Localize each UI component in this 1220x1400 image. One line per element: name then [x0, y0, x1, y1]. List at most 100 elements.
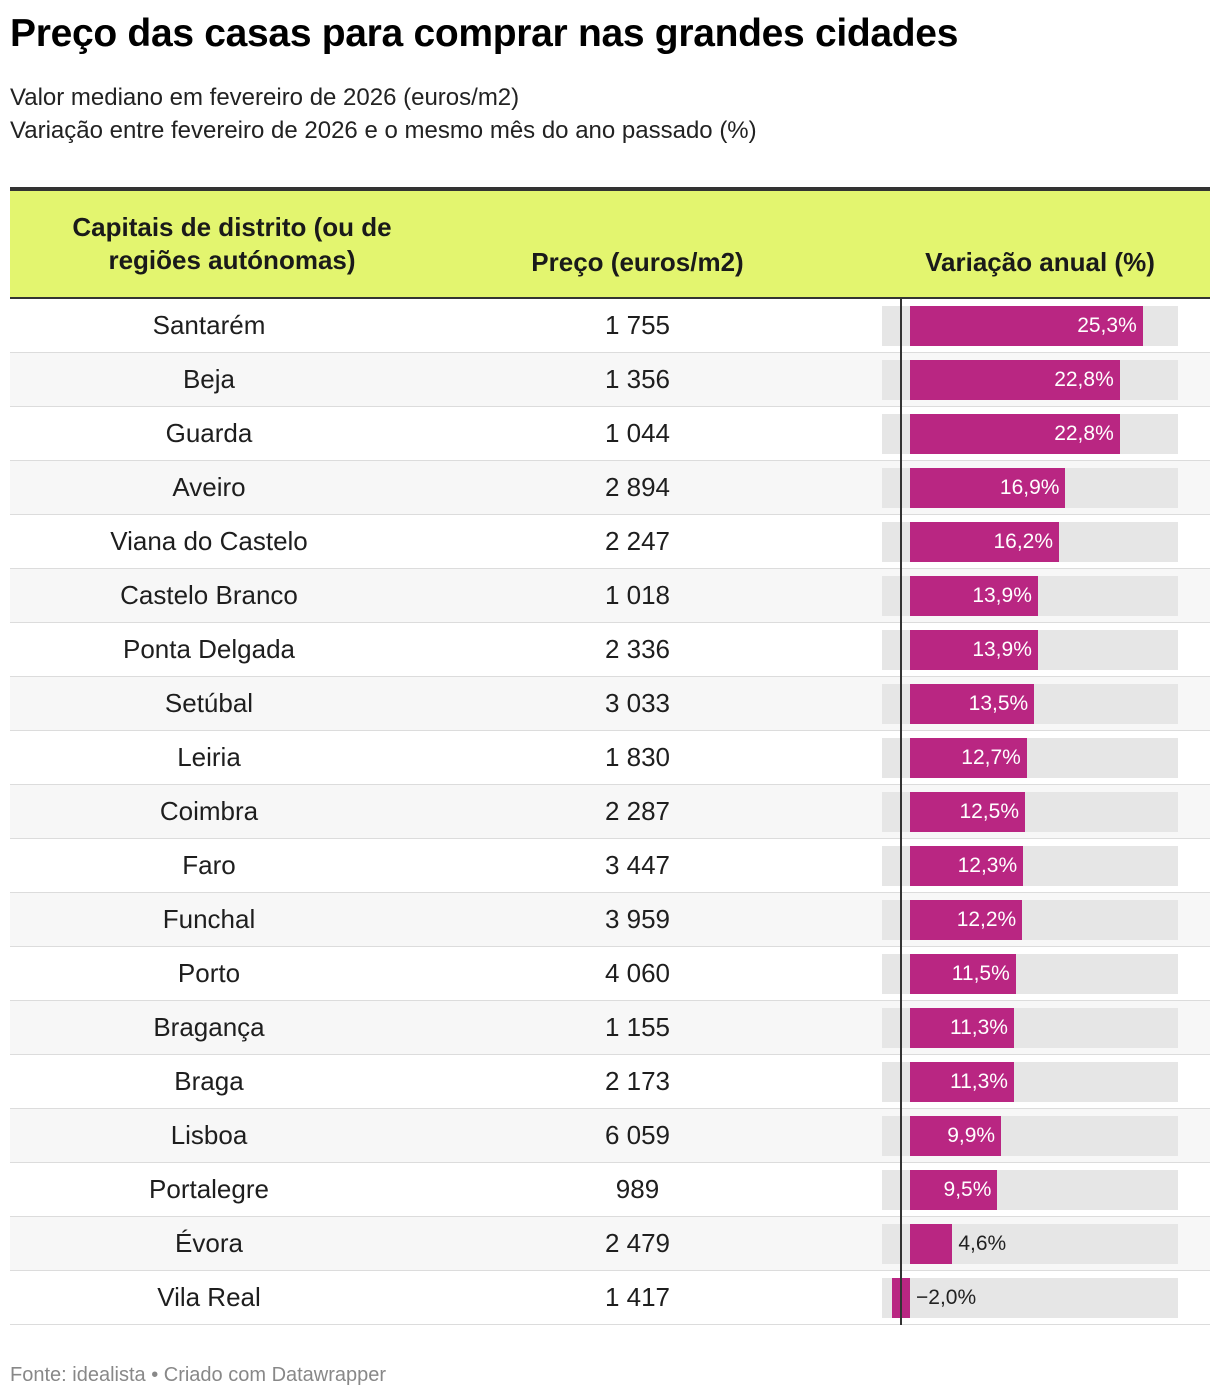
variation-bar	[910, 630, 1038, 670]
column-header-city[interactable]: Capitais de distrito (ou de regiões autó…	[72, 212, 392, 275]
variation-bar-track: 12,7%	[882, 738, 1178, 778]
variation-label: 9,5%	[943, 1178, 992, 1201]
city-cell: Lisboa	[170, 1120, 248, 1150]
variation-bar	[910, 1116, 1002, 1156]
price-cell: 2 336	[604, 634, 671, 664]
table-row: Setúbal 3 033 13,5%	[10, 677, 1210, 731]
price-cell: 2 287	[604, 796, 671, 826]
price-cell: 1 830	[604, 742, 671, 772]
price-cell: 1 417	[604, 1282, 671, 1312]
variation-bar	[910, 1008, 1014, 1048]
variation-bar	[910, 360, 1120, 400]
price-cell: 2 479	[604, 1228, 671, 1258]
chart-title: Preço das casas para comprar nas grandes…	[10, 12, 959, 55]
variation-bar	[910, 900, 1023, 940]
variation-bar-track: 16,9%	[882, 468, 1178, 508]
variation-bar-track: 11,5%	[882, 954, 1178, 994]
variation-bar-track: 22,8%	[882, 360, 1178, 400]
price-cell: 1 155	[604, 1012, 671, 1042]
data-table: Capitais de distrito (ou de regiões autó…	[10, 187, 1210, 1325]
variation-bar-track: 13,5%	[882, 684, 1178, 724]
table-row: Aveiro 2 894 16,9%	[10, 461, 1210, 515]
variation-label: 22,8%	[1054, 422, 1114, 445]
city-cell: Setúbal	[164, 688, 254, 718]
variation-bar	[910, 414, 1120, 454]
variation-bar	[910, 738, 1027, 778]
variation-label: 12,5%	[959, 800, 1019, 823]
variation-bar-track: 11,3%	[882, 1062, 1178, 1102]
chart-subtitle-variation: Variação entre fevereiro de 2026 e o mes…	[10, 117, 757, 144]
chart-subtitle-value: Valor mediano em fevereiro de 2026 (euro…	[10, 84, 520, 111]
city-cell: Leiria	[177, 742, 241, 772]
variation-bar-track: 9,9%	[882, 1116, 1178, 1156]
table-row: Leiria 1 830 12,7%	[10, 731, 1210, 785]
column-header-price[interactable]: Preço (euros/m2)	[531, 247, 744, 277]
variation-label: 16,9%	[999, 476, 1060, 499]
city-cell: Bragança	[153, 1012, 265, 1042]
variation-bar	[910, 792, 1025, 832]
city-cell: Funchal	[162, 904, 256, 934]
variation-bar	[910, 522, 1060, 562]
variation-bar-track: 13,9%	[882, 630, 1178, 670]
variation-label: 12,7%	[961, 746, 1021, 769]
source-footer: Fonte: idealista • Criado com Datawrappe…	[10, 1364, 387, 1386]
city-cell: Santarém	[152, 310, 266, 340]
price-cell: 1 018	[604, 580, 671, 610]
variation-bar-track: 12,5%	[882, 792, 1178, 832]
variation-label: 11,5%	[951, 962, 1010, 985]
city-cell: Vila Real	[157, 1282, 261, 1312]
price-cell: 3 033	[604, 688, 671, 718]
variation-label: 11,3%	[949, 1016, 1008, 1039]
variation-label: 12,3%	[957, 854, 1018, 877]
variation-bar	[910, 684, 1035, 724]
table-row: Ponta Delgada 2 336 13,9%	[10, 623, 1210, 677]
variation-label: 13,9%	[972, 638, 1032, 661]
city-cell: Viana do Castelo	[110, 526, 308, 556]
city-cell: Aveiro	[172, 472, 246, 502]
table-header: Capitais de distrito (ou de regiões autó…	[10, 187, 1210, 299]
variation-bar-track: 13,9%	[882, 576, 1178, 616]
city-cell: Faro	[182, 850, 236, 880]
variation-label: 22,8%	[1054, 368, 1114, 391]
variation-bar-track: 4,6%	[882, 1224, 1178, 1264]
variation-label: 11,3%	[949, 1070, 1008, 1093]
zero-axis-line	[900, 299, 902, 1325]
variation-bar	[910, 1062, 1014, 1102]
variation-bar-track: 12,3%	[882, 846, 1178, 886]
table-row: Santarém 1 755 25,3%	[10, 299, 1210, 353]
variation-bar-track: 9,5%	[882, 1170, 1178, 1210]
variation-bar-track: 22,8%	[882, 414, 1178, 454]
city-cell: Guarda	[165, 418, 253, 448]
price-cell: 2 894	[604, 472, 671, 502]
variation-bar-track: −2,0%	[882, 1278, 1178, 1318]
price-cell: 4 060	[604, 958, 671, 988]
variation-bar	[910, 306, 1143, 346]
variation-bar	[910, 846, 1024, 886]
variation-bar	[910, 468, 1066, 508]
variation-bar-track: 25,3%	[882, 306, 1178, 346]
variation-bar	[910, 954, 1016, 994]
table-row: Porto 4 060 11,5%	[10, 947, 1210, 1001]
city-cell: Évora	[175, 1228, 243, 1258]
variation-label: −2,0%	[916, 1286, 977, 1309]
city-cell: Braga	[174, 1066, 244, 1096]
variation-bar-track: 16,2%	[882, 522, 1178, 562]
table-row: Portalegre 989 9,5%	[10, 1163, 1210, 1217]
table-body: Santarém 1 755 25,3% Beja 1 356 22,8% Guarda 1 …	[10, 299, 1210, 1325]
column-header-variation[interactable]: Variação anual (%)	[925, 247, 1155, 277]
city-cell: Porto	[177, 958, 241, 988]
price-cell: 2 247	[604, 526, 671, 556]
price-cell: 6 059	[604, 1120, 671, 1150]
table-row: Braga 2 173 11,3%	[10, 1055, 1210, 1109]
city-cell: Ponta Delgada	[122, 634, 296, 664]
price-cell: 3 959	[604, 904, 671, 934]
table-row: Viana do Castelo 2 247 16,2%	[10, 515, 1210, 569]
price-cell: 3 447	[604, 850, 671, 880]
price-cell: 1 356	[604, 364, 671, 394]
city-cell: Portalegre	[149, 1174, 269, 1204]
price-cell: 1 044	[604, 418, 671, 448]
table-row: Lisboa 6 059 9,9%	[10, 1109, 1210, 1163]
variation-label: 13,9%	[972, 584, 1032, 607]
price-cell: 1 755	[604, 310, 671, 340]
city-cell: Castelo Branco	[120, 580, 298, 610]
